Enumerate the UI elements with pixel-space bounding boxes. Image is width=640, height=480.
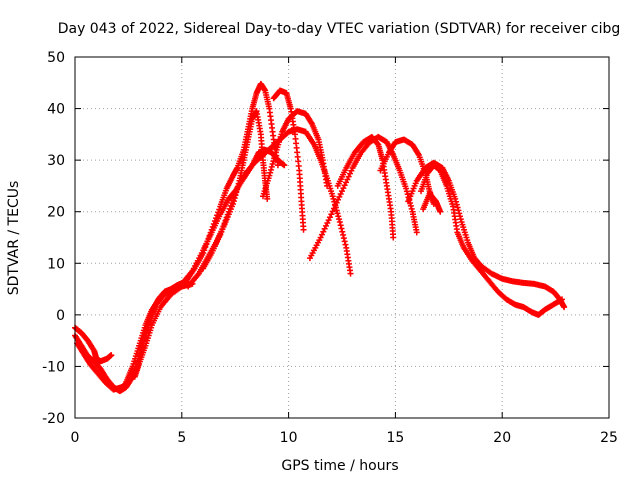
- y-axis-label: SDTVAR / TECUs: [6, 181, 22, 296]
- data-point: [403, 185, 410, 192]
- data-point: [221, 220, 228, 227]
- data-point: [224, 211, 231, 218]
- data-point: [437, 208, 444, 215]
- y-tick-label: 50: [47, 50, 65, 66]
- data-point: [232, 191, 239, 198]
- data-point: [330, 195, 337, 202]
- data-point: [321, 225, 328, 232]
- data-point: [337, 190, 344, 197]
- data-point: [225, 208, 232, 215]
- series-sat-k: [334, 133, 397, 241]
- data-point: [269, 161, 276, 168]
- x-tick-label: 0: [71, 430, 80, 446]
- tick-labels: 0 5 10 15 20 25 -20 -10 0 10 20 30 40 50: [42, 50, 618, 446]
- data-point: [318, 231, 325, 238]
- x-tick-label: 20: [493, 430, 511, 446]
- data-point: [413, 229, 420, 236]
- series-sat-i: [270, 87, 307, 233]
- data-point: [267, 169, 274, 176]
- data-point: [220, 223, 227, 230]
- data-point: [342, 241, 349, 248]
- chart-title: Day 043 of 2022, Sidereal Day-to-day VTE…: [58, 21, 621, 37]
- y-tick-label: 20: [47, 205, 65, 221]
- data-point: [268, 163, 275, 170]
- plot-border: [74, 56, 610, 419]
- data-point: [328, 211, 335, 218]
- data-point: [267, 166, 274, 173]
- data-point: [271, 155, 278, 162]
- data-point: [457, 213, 464, 220]
- data-point: [347, 270, 354, 277]
- data-point: [343, 179, 350, 186]
- data-point: [339, 228, 346, 235]
- data-point: [271, 152, 278, 159]
- y-tick-label: 40: [47, 102, 65, 118]
- data-point: [336, 216, 343, 223]
- data-point: [337, 222, 344, 229]
- data-point: [281, 162, 288, 169]
- data-point: [320, 228, 327, 235]
- data-point: [347, 170, 354, 177]
- data-point: [338, 225, 345, 232]
- data-point: [336, 219, 343, 226]
- data-point: [266, 172, 273, 179]
- x-tick-label: 10: [280, 430, 298, 446]
- data-series: [72, 80, 568, 395]
- data-point: [270, 158, 277, 165]
- data-point: [326, 214, 333, 221]
- data-point: [340, 231, 347, 238]
- data-point: [344, 176, 351, 183]
- data-point: [341, 238, 348, 245]
- x-tick-label: 25: [600, 430, 618, 446]
- data-point: [226, 205, 233, 212]
- data-point: [336, 193, 343, 200]
- data-point: [274, 162, 281, 169]
- data-point: [403, 188, 410, 195]
- data-point: [218, 229, 225, 236]
- data-point: [324, 219, 331, 226]
- data-point: [341, 182, 348, 189]
- data-point: [456, 210, 463, 217]
- data-point: [223, 214, 230, 221]
- data-point: [325, 217, 332, 224]
- data-point: [340, 185, 347, 192]
- data-point: [217, 231, 224, 238]
- data-point: [231, 194, 238, 201]
- data-point: [322, 222, 329, 229]
- data-point: [219, 226, 226, 233]
- data-point: [108, 352, 115, 359]
- data-point: [340, 235, 347, 242]
- x-tick-label: 15: [386, 430, 404, 446]
- data-point: [454, 204, 461, 211]
- series-sat-o: [420, 190, 444, 215]
- data-point: [339, 188, 345, 195]
- data-point: [407, 202, 414, 209]
- x-axis-label: GPS time / hours: [281, 458, 398, 474]
- data-point: [324, 182, 331, 189]
- data-point: [408, 205, 415, 212]
- data-point: [233, 188, 240, 195]
- y-tick-label: 10: [47, 256, 65, 272]
- series-sat-n: [418, 162, 566, 318]
- x-tick-label: 5: [177, 430, 186, 446]
- data-point: [561, 304, 568, 311]
- data-point: [227, 202, 234, 209]
- y-tick-label: 30: [47, 153, 65, 169]
- data-point: [222, 217, 229, 224]
- data-point: [335, 213, 342, 220]
- data-point: [264, 195, 271, 202]
- data-point: [230, 197, 237, 204]
- data-point: [345, 173, 352, 180]
- y-tick-label: 0: [56, 308, 65, 324]
- data-point: [334, 210, 341, 217]
- data-point: [390, 234, 397, 241]
- data-point: [228, 200, 235, 207]
- y-tick-label: -10: [42, 359, 65, 375]
- data-point: [559, 296, 566, 303]
- y-tick-label: -20: [42, 411, 65, 427]
- data-point: [457, 216, 464, 223]
- data-point: [300, 226, 307, 233]
